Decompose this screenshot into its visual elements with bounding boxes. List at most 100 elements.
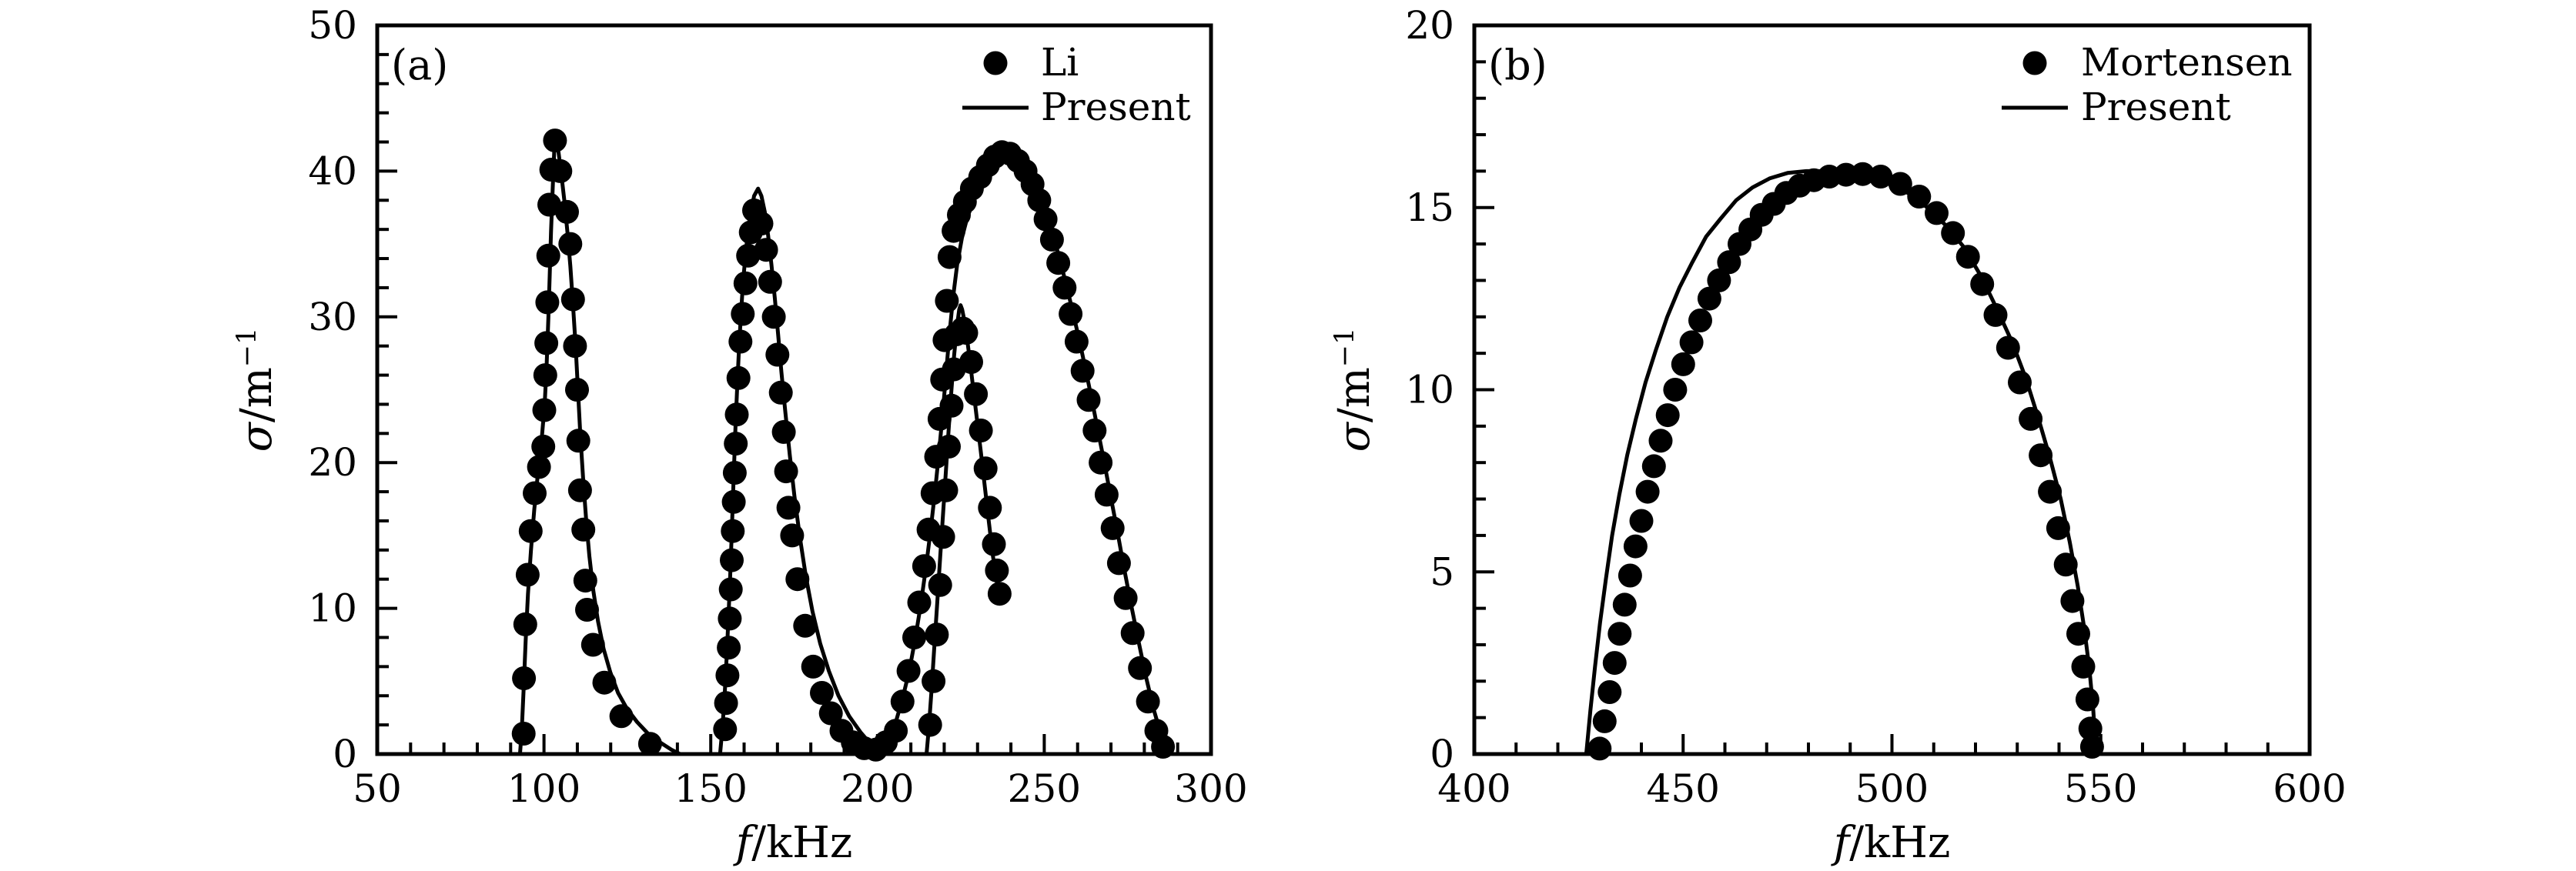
data-point	[1089, 450, 1113, 475]
x-axis-ticks	[1473, 734, 2311, 754]
panel-b: 400 450 500 550 600 0 5 10 15 20 f/kHz σ/m−1 (b) Mort…	[1330, 3, 2347, 868]
data-point	[1888, 172, 1912, 196]
present-curve	[517, 131, 682, 756]
legend-dot-marker	[2022, 51, 2047, 75]
data-point	[793, 613, 818, 638]
y-tick-label: 50	[308, 3, 357, 48]
y-tick-label: 0	[333, 732, 357, 776]
data-point	[973, 456, 998, 481]
data-point	[580, 632, 605, 657]
data-point	[567, 478, 592, 502]
x-tick-label: 600	[2273, 766, 2346, 811]
data-point	[713, 717, 738, 742]
y-axis-label: σ/m−1	[232, 328, 282, 452]
data-point	[982, 532, 1006, 556]
data-point	[536, 243, 560, 268]
data-point	[1587, 736, 1612, 761]
data-point	[1602, 651, 1627, 676]
x-axis-ticks	[376, 734, 1213, 754]
data-point	[571, 517, 596, 542]
data-point	[1655, 403, 1680, 428]
panel-tag: (a)	[391, 41, 448, 89]
x-tick-label: 250	[1008, 766, 1081, 811]
data-point	[1113, 586, 1138, 610]
y-tick-label: 5	[1430, 549, 1454, 594]
data-point	[733, 271, 758, 295]
present-line-series	[1584, 169, 2098, 756]
data-point	[566, 429, 590, 453]
legend-label: Li	[1041, 40, 1079, 85]
x-tick-label: 400	[1437, 766, 1510, 811]
x-tick-label: 500	[1855, 766, 1929, 811]
data-point	[761, 305, 786, 329]
data-point	[912, 554, 936, 579]
legend-dot-marker	[983, 51, 1008, 75]
data-point	[768, 380, 793, 405]
data-point	[1663, 378, 1688, 402]
data-point	[810, 681, 834, 705]
y-tick-label: 10	[308, 586, 357, 631]
data-point	[1106, 551, 1131, 576]
present-curve	[1584, 169, 2098, 756]
data-point	[801, 654, 825, 679]
data-point	[1648, 429, 1673, 453]
data-point	[1100, 516, 1125, 540]
data-point	[1094, 482, 1119, 507]
data-point	[1623, 534, 1648, 559]
data-point	[1618, 563, 1642, 588]
x-tick-label: 50	[353, 766, 402, 811]
data-point	[749, 212, 774, 236]
data-point	[1707, 268, 1731, 292]
data-point	[1629, 509, 1654, 533]
data-point	[818, 701, 843, 726]
x-tick-label: 200	[841, 766, 914, 811]
legend-label: Present	[2081, 85, 2231, 129]
y-tick-label: 20	[1405, 3, 1454, 48]
data-point	[1592, 709, 1617, 733]
data-point	[2075, 687, 2099, 712]
data-point	[1052, 275, 1077, 300]
x-axis-label: f/kHz	[1831, 818, 1951, 868]
x-tick-label: 100	[507, 766, 580, 811]
data-point	[1925, 201, 1949, 225]
data-point	[1641, 454, 1666, 479]
x-tick-label: 150	[674, 766, 747, 811]
data-point	[785, 567, 810, 592]
x-tick-label: 450	[1647, 766, 1720, 811]
data-point	[609, 704, 634, 729]
data-point	[978, 496, 1002, 520]
data-point	[771, 419, 796, 444]
panel-tag: (b)	[1488, 41, 1547, 89]
data-point	[511, 722, 536, 746]
data-point	[1120, 621, 1145, 646]
data-point	[1688, 309, 1712, 332]
y-tick-label: 30	[308, 295, 357, 339]
mortensen-scatter-series	[1587, 162, 2104, 761]
data-point	[1671, 352, 1695, 376]
y-tick-label: 10	[1405, 368, 1454, 412]
x-axis-label: f/kHz	[733, 818, 853, 868]
y-axis-label: σ/m−1	[1330, 328, 1380, 452]
data-point	[714, 691, 738, 716]
y-tick-label: 0	[1430, 732, 1454, 776]
data-point	[754, 238, 778, 262]
li-scatter-series	[511, 128, 1176, 762]
y-tick-label: 20	[308, 440, 357, 485]
data-point	[969, 419, 993, 442]
data-point	[531, 434, 556, 459]
data-point	[2079, 735, 2104, 759]
plot-frame	[375, 23, 1213, 756]
data-point	[1597, 680, 1622, 704]
legend-label: Present	[1041, 85, 1191, 129]
data-point	[758, 269, 782, 294]
plot-frame	[1472, 23, 2312, 756]
present-curve	[925, 303, 1002, 756]
present-curve	[718, 186, 883, 756]
data-point	[1717, 250, 1741, 275]
data-point	[765, 342, 790, 367]
data-point	[1679, 330, 1704, 355]
